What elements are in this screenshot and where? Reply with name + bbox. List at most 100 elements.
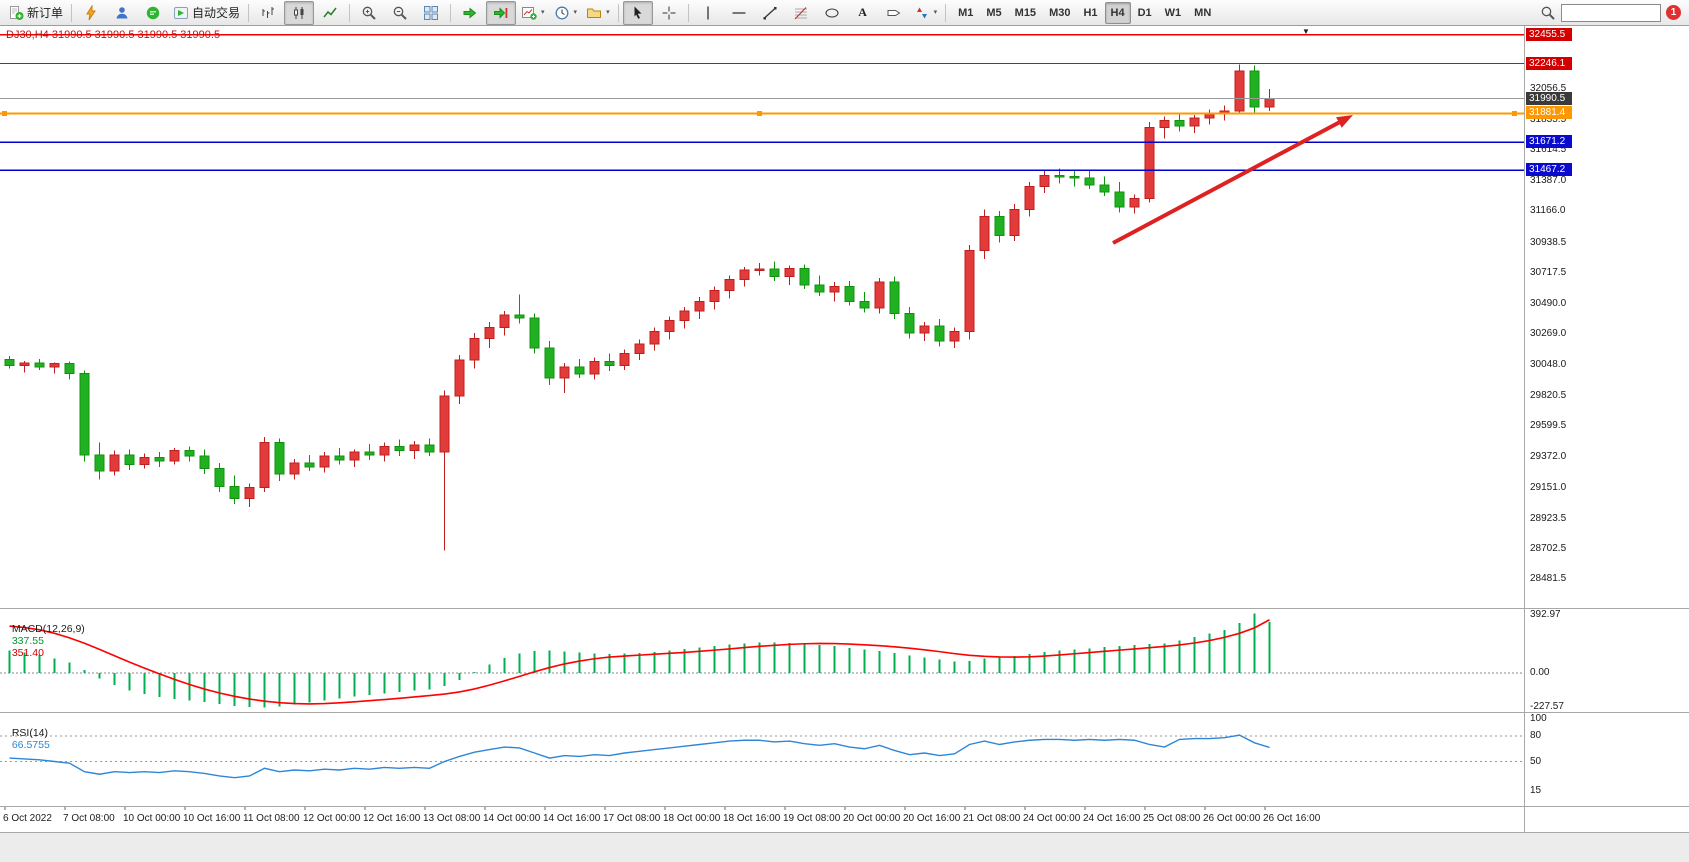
trendline-tool-button[interactable] (755, 1, 785, 25)
tile-windows-icon (423, 5, 439, 21)
arrows-icon (914, 5, 930, 21)
time-axis-label: 26 Oct 00:00 (1203, 813, 1261, 824)
shapes-tool-button[interactable] (817, 1, 847, 25)
price-axis-tick: 30938.5 (1530, 236, 1567, 248)
toolbar-separator (71, 3, 73, 22)
fibonacci-icon (793, 5, 809, 21)
auto-trading-label: 自动交易 (192, 6, 241, 20)
macd-signal-value: 351.40 (11, 647, 44, 659)
time-axis-label: 12 Oct 00:00 (303, 813, 361, 824)
macd-axis-label: 392.97 (1530, 609, 1561, 620)
price-axis-tick: 28923.5 (1530, 512, 1567, 524)
time-axis-label: 11 Oct 08:00 (243, 813, 300, 824)
price-badge: 32246.1 (1526, 56, 1572, 70)
panel-divider[interactable] (0, 712, 1689, 713)
toolbar-separator (450, 3, 452, 22)
crosshair-button[interactable] (654, 1, 684, 25)
time-axis-label: 18 Oct 16:00 (723, 813, 781, 824)
ellipse-icon (824, 5, 840, 21)
arrows-tool-button[interactable]: ▾ (910, 1, 942, 25)
timeframe-button-m30[interactable]: M30 (1049, 6, 1071, 19)
rsi-label: RSI(14) 66.5755 (6, 715, 50, 751)
quick-trading-button[interactable] (76, 1, 106, 25)
time-axis-label: 18 Oct 00:00 (663, 813, 721, 824)
line-chart-icon (322, 5, 338, 21)
zoom-out-icon (392, 5, 408, 21)
panel-divider[interactable] (0, 608, 1689, 609)
candlestick-chart-icon (291, 5, 307, 21)
cursor-button[interactable] (622, 0, 653, 25)
new-chart-button[interactable]: ▾ (517, 1, 549, 25)
panel-divider (0, 832, 1689, 833)
chart-ohlc-info: DJ30,H4 31990.5 31990.5 31990.5 31990.5 (6, 29, 221, 41)
price-axis-tick: 30490.0 (1530, 298, 1567, 310)
timeframe-button-w1[interactable]: W1 (1164, 6, 1182, 19)
timeframe-button-mn[interactable]: MN (1194, 6, 1212, 19)
price-axis[interactable]: 32056.531835.531614.531387.031166.030938… (1524, 0, 1689, 862)
search-input[interactable] (1561, 3, 1661, 22)
text-label-tool-button[interactable] (879, 1, 909, 25)
zoom-in-button[interactable] (354, 1, 384, 25)
horizontal-line-icon (731, 5, 747, 21)
timeframe-button-d1[interactable]: D1 (1137, 6, 1152, 19)
chevron-down-icon: ▾ (933, 9, 938, 16)
price-axis-tick: 31387.0 (1530, 175, 1567, 187)
text-icon: A (858, 5, 867, 19)
time-axis-label: 19 Oct 08:00 (783, 813, 841, 824)
text-tool-button[interactable]: A (848, 1, 878, 25)
search-icon (1540, 5, 1556, 21)
horizontal-line-tool-button[interactable] (724, 1, 754, 25)
price-axis-tick: 29151.0 (1530, 481, 1567, 493)
timeframe-button-m5[interactable]: M5 (986, 6, 1002, 19)
profile-icon (114, 5, 130, 21)
price-axis-separator (1524, 26, 1525, 832)
timeframe-button-m1[interactable]: M1 (958, 6, 974, 19)
toolbar-separator (248, 3, 250, 22)
time-axis-label: 13 Oct 08:00 (423, 813, 481, 824)
timeframe-button-h4[interactable]: H4 (1104, 1, 1131, 24)
macd-label: MACD(12,26,9) 337.55 351.40 (6, 611, 85, 659)
timeframe-toolbar: M1 M5 M15 M30 H1 H4 D1 W1 MN (952, 1, 1217, 24)
new-order-button[interactable]: 新订单 (4, 1, 67, 25)
chart-shift-button[interactable] (486, 0, 517, 25)
cursor-icon (630, 5, 646, 21)
time-axis-label: 24 Oct 16:00 (1083, 813, 1141, 824)
tag-icon (886, 5, 902, 21)
macd-main-value: 337.55 (11, 635, 44, 647)
macd-name: MACD(12,26,9) (11, 623, 85, 635)
price-badge: 31671.2 (1526, 135, 1572, 149)
auto-scroll-button[interactable] (455, 1, 485, 25)
vertical-line-tool-button[interactable] (693, 1, 723, 25)
notification-badge[interactable]: 1 (1666, 5, 1681, 20)
bar-chart-button[interactable] (253, 1, 283, 25)
price-badge: 32455.5 (1526, 27, 1572, 41)
templates-button[interactable]: ▾ (582, 1, 614, 25)
chart-shift-marker[interactable]: ▼ (1302, 27, 1310, 36)
time-axis-label: 21 Oct 08:00 (963, 813, 1021, 824)
fibonacci-tool-button[interactable] (786, 1, 816, 25)
time-axis-label: 14 Oct 16:00 (543, 813, 601, 824)
auto-trading-button[interactable]: 自动交易 (169, 1, 244, 25)
timeframe-button-h1[interactable]: H1 (1083, 6, 1098, 19)
profile-button[interactable] (107, 1, 137, 25)
periods-button[interactable]: ▾ (550, 1, 582, 25)
time-axis-label: 10 Oct 00:00 (123, 813, 181, 824)
time-axis[interactable]: 6 Oct 2022 7 Oct 08:00 10 Oct 00:00 10 Oct … (0, 807, 1524, 832)
auto-trading-icon (173, 5, 189, 21)
chart-shift-icon (493, 5, 509, 21)
rsi-name: RSI(14) (11, 727, 49, 739)
main-toolbar: 新订单 自动交易 ▾ ▾ ▾ A ▾ M1 M5 M15 M30 H1 H4 D1 W1 MN … (0, 0, 1689, 26)
toolbar-separator (945, 3, 947, 22)
line-chart-button[interactable] (315, 1, 345, 25)
timeframe-button-m15[interactable]: M15 (1014, 6, 1037, 19)
price-axis-tick: 30269.0 (1530, 328, 1567, 340)
tile-windows-button[interactable] (416, 1, 446, 25)
trendline-icon (762, 5, 778, 21)
zoom-out-button[interactable] (385, 1, 415, 25)
new-chart-icon (521, 5, 537, 21)
price-axis-tick: 31614.5 (1530, 144, 1567, 156)
toolbar-separator (687, 3, 689, 22)
rsi-axis-label: 80 (1530, 730, 1542, 741)
community-button[interactable] (138, 1, 168, 25)
candlestick-chart-button[interactable] (284, 0, 315, 25)
